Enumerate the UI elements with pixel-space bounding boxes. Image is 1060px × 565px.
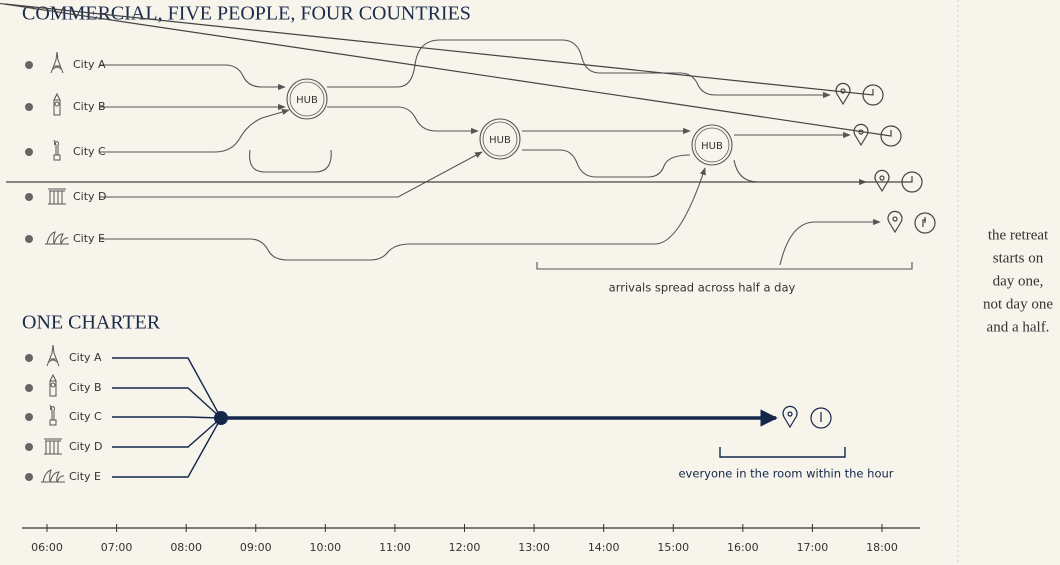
hub-label: HUB (489, 135, 511, 146)
side-note: the retreat (988, 227, 1049, 243)
bullet (25, 354, 33, 362)
hub-ring (289, 81, 325, 117)
side-note: not day one (983, 296, 1053, 312)
time-label: 11:00 (379, 541, 411, 554)
landmark-icon (41, 469, 65, 483)
landmark-icon (45, 231, 69, 245)
route (100, 64, 286, 91)
generated: City A City B City C City D City E City A City… (0, 2, 1053, 554)
bracket (536, 262, 913, 270)
section-title: COMMERCIAL, FIVE PEOPLE, FOUR COUNTRIES (22, 3, 471, 25)
time-label: 10:00 (309, 541, 341, 554)
landmark-icon (53, 139, 61, 161)
landmark-icon (50, 51, 64, 74)
city-label: City E (73, 232, 105, 245)
city-label: City C (73, 145, 106, 158)
hub-ring (694, 127, 730, 163)
clock-hands (922, 217, 926, 227)
route (112, 417, 222, 478)
side-note: starts on (993, 250, 1044, 266)
route (112, 357, 222, 419)
route (327, 106, 479, 135)
route (779, 218, 881, 266)
landmark-icon (49, 373, 57, 397)
route (100, 109, 290, 153)
bullet (25, 235, 33, 243)
side-note: and a half. (987, 319, 1050, 335)
city-label: City B (69, 381, 102, 394)
hub (479, 118, 521, 160)
time-label: 09:00 (240, 541, 272, 554)
time-label: 15:00 (657, 541, 689, 554)
route (112, 416, 222, 419)
time-label: 17:00 (797, 541, 829, 554)
city-label: City A (69, 351, 102, 364)
hub (286, 78, 328, 120)
city-label: City B (73, 100, 106, 113)
side-note: day one, (993, 273, 1044, 289)
pin-icon (782, 405, 798, 429)
landmark-icon (44, 438, 62, 455)
route (522, 149, 691, 178)
landmark-icon (48, 188, 66, 205)
route (112, 417, 222, 448)
route (112, 387, 222, 419)
clock-icon (810, 407, 832, 429)
clock-icon (862, 84, 884, 106)
city-label: City E (69, 470, 101, 483)
hub-label: HUB (296, 95, 318, 106)
city-label: City D (69, 440, 103, 453)
annotation: everyone in the room within the hour (678, 467, 893, 481)
hub (691, 124, 733, 166)
city-label: City A (73, 58, 106, 71)
bullet (25, 384, 33, 392)
landmark-icon (46, 344, 60, 367)
annotation: arrivals spread across half a day (609, 281, 796, 295)
hub-label: HUB (701, 141, 723, 152)
landmark-icon (53, 92, 61, 116)
bullet (25, 61, 33, 69)
loop (249, 149, 332, 173)
bullet (25, 413, 33, 421)
route (100, 151, 483, 198)
time-label: 12:00 (449, 541, 481, 554)
bullet (25, 148, 33, 156)
time-label: 08:00 (170, 541, 202, 554)
time-label: 18:00 (866, 541, 898, 554)
time-label: 13:00 (518, 541, 550, 554)
pin-icon (887, 210, 903, 234)
clock-icon (914, 212, 936, 234)
city-label: City D (73, 190, 107, 203)
time-label: 14:00 (588, 541, 620, 554)
city-label: City C (69, 410, 102, 423)
time-label: 07:00 (101, 541, 133, 554)
bullet (25, 443, 33, 451)
bullet (25, 193, 33, 201)
clock-hands (4, 3, 874, 96)
charter-hub (214, 411, 228, 425)
time-label: 16:00 (727, 541, 759, 554)
hub-ring (482, 121, 518, 157)
section-title: ONE CHARTER (22, 312, 161, 334)
bullet (25, 473, 33, 481)
clock-hands (6, 176, 913, 183)
clock-hands (0, 2, 892, 137)
pin-icon (874, 169, 890, 193)
bracket (719, 447, 846, 458)
bullet (25, 103, 33, 111)
time-label: 06:00 (31, 541, 63, 554)
clock-icon (880, 125, 902, 147)
charter-routes (112, 357, 846, 478)
route (100, 167, 706, 261)
landmark-icon (49, 404, 57, 426)
